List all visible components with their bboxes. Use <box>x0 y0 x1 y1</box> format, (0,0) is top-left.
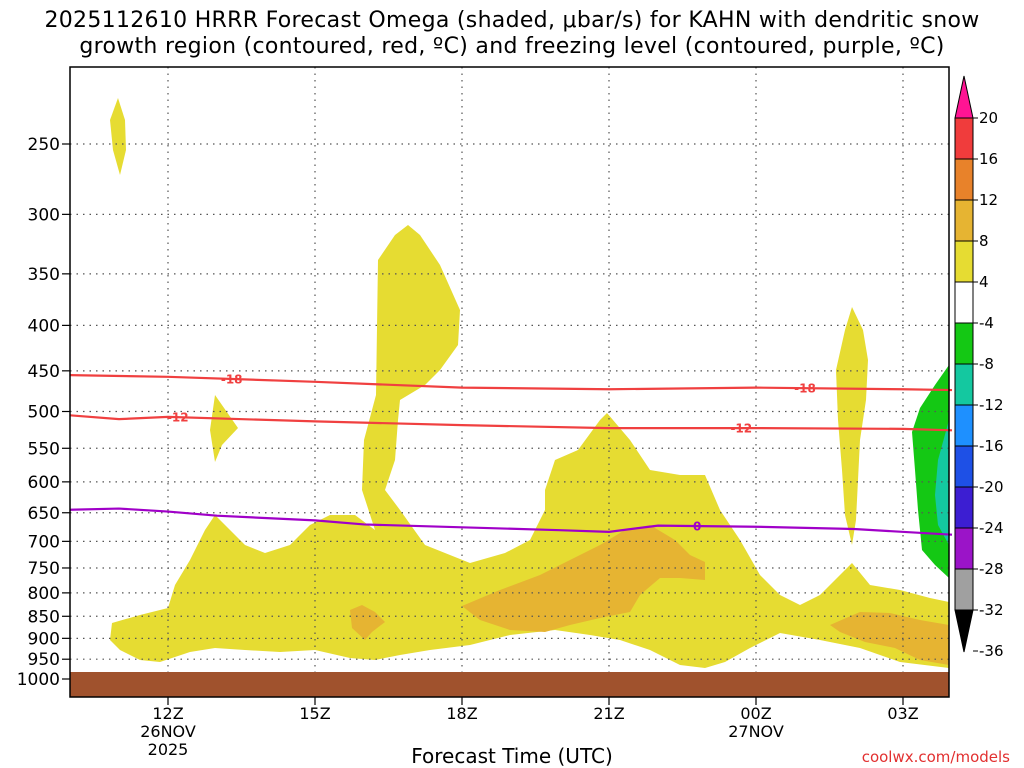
y-tick-label: 750 <box>28 559 60 579</box>
omega-shade-orange-center <box>462 525 705 632</box>
colorbar-label: 20 <box>979 109 998 127</box>
credit-link[interactable]: coolwx.com/models <box>861 748 1010 766</box>
chart-title-line2: growth region (contoured, red, ºC) and f… <box>79 34 945 59</box>
x-tick-year-label: 2025 <box>148 740 189 759</box>
colorbar-segment <box>954 445 974 488</box>
x-tick-label: 12Z <box>152 704 183 723</box>
y-tick-label: 700 <box>28 532 60 552</box>
y-tick-label: 600 <box>28 473 60 493</box>
colorbar-top-triangle <box>954 75 974 119</box>
colorbar-segment <box>954 568 974 611</box>
colorbar-label: -36 <box>979 642 1004 660</box>
contour-label: 0 <box>693 520 701 534</box>
contour-line--12 <box>69 414 953 432</box>
y-tick-label: 850 <box>28 607 60 627</box>
x-tick-label: 00Z <box>740 704 771 723</box>
contour-label: -12 <box>730 422 752 436</box>
y-tick-label: 500 <box>28 403 60 423</box>
contour-line--18 <box>69 374 953 392</box>
y-tick-label: 300 <box>28 205 60 225</box>
omega-shade-teal-right <box>935 420 949 545</box>
y-tick-label: 950 <box>28 650 60 670</box>
colorbar-label: -8 <box>979 355 994 373</box>
colorbar-label: -20 <box>979 478 1004 496</box>
colorbar-label: -28 <box>979 560 1004 578</box>
omega-shade-yellow-main <box>110 225 949 668</box>
colorbar-label: 8 <box>979 232 989 250</box>
chart-title-line1: 2025112610 HRRR Forecast Omega (shaded, … <box>44 8 980 33</box>
x-tick-date-label: 26NOV <box>140 722 196 741</box>
x-tick-label: 03Z <box>887 704 918 723</box>
contour-label: -18 <box>794 382 816 396</box>
contour-lines: -18 -18 -12 -12 0 <box>69 372 953 536</box>
axes: 2503003504004505005506006507007508008509… <box>17 135 919 759</box>
y-tick-label: 800 <box>28 584 60 604</box>
plot-frame <box>69 66 950 698</box>
x-tick-label: 21Z <box>593 704 624 723</box>
omega-shade-yellow-right-column <box>836 307 868 545</box>
contour-line-0 <box>69 507 953 536</box>
contour-label: -12 <box>167 411 189 425</box>
colorbar-segment <box>954 527 974 570</box>
colorbar: 20 16 12 8 4 -4 -8 -12 -16 -20 -24 -28 -32 -36 <box>954 75 1004 660</box>
y-tick-label: 650 <box>28 504 60 524</box>
colorbar-segment <box>954 322 974 365</box>
y-tick-label: 450 <box>28 362 60 382</box>
colorbar-label: 4 <box>979 273 989 291</box>
y-tick-label: 400 <box>28 316 60 336</box>
colorbar-segment <box>954 486 974 529</box>
omega-shade-orange-left <box>350 605 385 640</box>
colorbar-bottom-triangle <box>954 609 974 653</box>
colorbar-segment <box>954 404 974 447</box>
colorbar-segment <box>954 199 974 242</box>
colorbar-label: -4 <box>979 314 994 332</box>
colorbar-segment <box>954 158 974 201</box>
x-tick-date-label: 27NOV <box>728 722 784 741</box>
y-tick-label: 900 <box>28 629 60 649</box>
x-tick-label: 18Z <box>446 704 477 723</box>
contour-label: -18 <box>221 372 243 386</box>
colorbar-segment <box>954 117 974 160</box>
y-tick-label: 250 <box>28 135 60 155</box>
omega-shade-yellow-upper-left <box>110 98 126 175</box>
y-tick-label: 550 <box>28 439 60 459</box>
colorbar-label: 16 <box>979 150 998 168</box>
colorbar-label: 12 <box>979 191 998 209</box>
colorbar-segment <box>954 363 974 406</box>
colorbar-label: -24 <box>979 519 1004 537</box>
colorbar-label: -16 <box>979 437 1004 455</box>
ground-surface <box>70 672 949 697</box>
colorbar-segment <box>954 240 974 283</box>
x-axis-label: Forecast Time (UTC) <box>411 744 613 768</box>
colorbar-segment <box>954 281 974 324</box>
y-tick-label: 350 <box>28 265 60 285</box>
colorbar-label: -12 <box>979 396 1004 414</box>
y-tick-label: 1000 <box>17 670 60 690</box>
omega-shade-yellow-mid-left <box>210 395 238 462</box>
colorbar-label: -32 <box>979 601 1004 619</box>
x-tick-label: 15Z <box>299 704 330 723</box>
